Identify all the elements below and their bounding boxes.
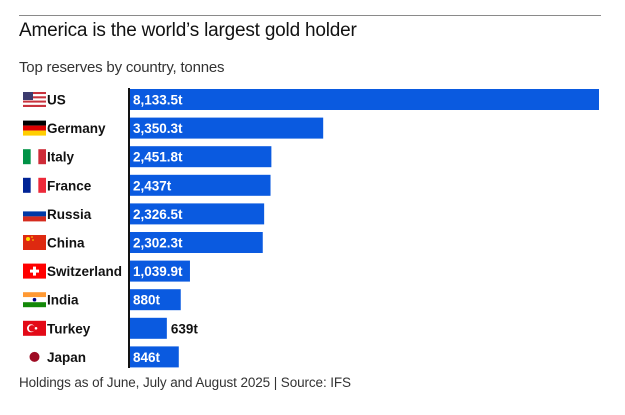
category-label: Italy — [47, 150, 75, 165]
france-flag-icon — [23, 177, 46, 193]
category-label: France — [47, 178, 92, 193]
bar — [130, 89, 599, 110]
category-label: Germany — [47, 121, 106, 136]
bar-row-us: US 8,133.5t — [23, 89, 599, 110]
bar — [130, 174, 271, 196]
category-label: China — [47, 236, 85, 251]
value-label: 2,302.3t — [133, 236, 183, 251]
value-label: 2,437t — [133, 178, 172, 193]
bar — [130, 317, 167, 339]
russia-flag-icon — [23, 206, 46, 222]
y-axis-line — [128, 88, 130, 368]
chart-footer-source: Holdings as of June, July and August 202… — [19, 375, 351, 390]
bar-row-turkey: Turkey 639t — [23, 317, 199, 339]
japan-flag-icon — [29, 351, 40, 362]
switzerland-flag-icon — [23, 263, 46, 279]
bar-row-japan: Japan 846t — [29, 346, 179, 368]
value-label: 880t — [133, 293, 161, 308]
turkey-flag-icon — [23, 320, 46, 336]
value-label: 639t — [171, 321, 199, 336]
category-label: Japan — [47, 350, 86, 365]
value-label: 8,133.5t — [133, 93, 183, 108]
value-label: 2,326.5t — [133, 207, 183, 222]
category-label: India — [47, 293, 79, 308]
bar-row-switzerland: Switzerland 1,039.9t — [23, 260, 190, 282]
chart-subtitle: Top reserves by country, tonnes — [19, 59, 225, 76]
us-flag-icon — [23, 92, 46, 107]
bar-row-india: India 880t — [23, 289, 181, 311]
china-flag-icon — [23, 235, 46, 250]
bar — [130, 346, 179, 368]
chart-title: America is the world’s largest gold hold… — [19, 20, 357, 41]
italy-flag-icon — [23, 149, 46, 165]
bar-row-russia: Russia 2,326.5t — [23, 203, 265, 225]
germany-flag-icon — [23, 120, 46, 136]
category-label: Russia — [47, 207, 92, 222]
category-label: Switzerland — [47, 264, 122, 279]
bar — [130, 146, 272, 168]
bar — [130, 260, 190, 282]
category-label: Turkey — [47, 321, 91, 336]
bar-row-china: China 2,302.3t — [23, 232, 263, 253]
value-label: 3,350.3t — [133, 121, 183, 136]
bar-row-france: France 2,437t — [23, 174, 271, 196]
value-label: 2,451.8t — [133, 150, 183, 165]
bar-chart: US 8,133.5t Germany 3,350.3t Italy 2,451.8t Fr… — [23, 88, 599, 368]
value-label: 1,039.9t — [133, 264, 183, 279]
top-rule — [19, 15, 601, 16]
bar-row-italy: Italy 2,451.8t — [23, 146, 272, 168]
bar — [130, 232, 263, 253]
bar — [130, 203, 265, 225]
bar — [130, 117, 324, 139]
value-label: 846t — [133, 350, 161, 365]
india-flag-icon — [23, 292, 46, 308]
bar-row-germany: Germany 3,350.3t — [23, 117, 324, 139]
bar — [130, 289, 181, 311]
category-label: US — [47, 93, 66, 108]
